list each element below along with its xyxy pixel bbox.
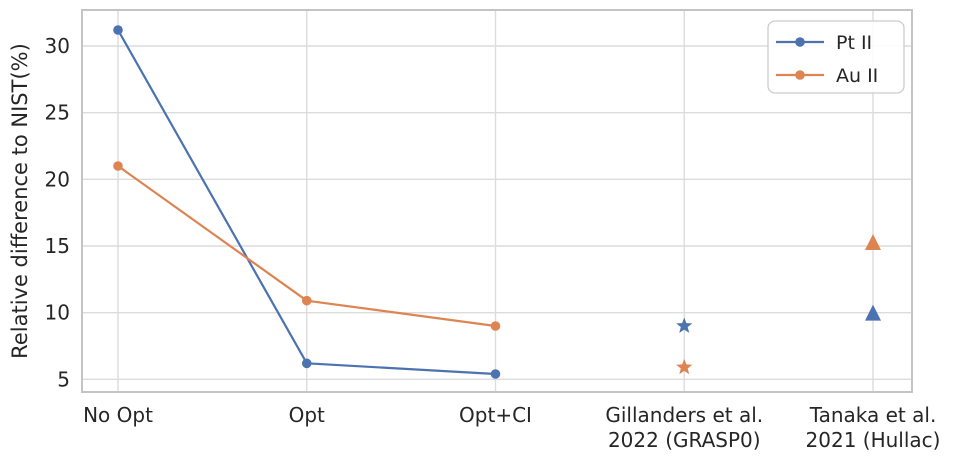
- legend-marker: [795, 70, 805, 80]
- series-au-ii: [113, 161, 881, 375]
- triangle-marker: [865, 304, 881, 321]
- circle-marker: [113, 25, 123, 35]
- x-tick-label: Tanaka et al. 2021 (Hullac): [806, 403, 941, 452]
- plot-area-border: [81, 9, 913, 393]
- circle-marker: [490, 321, 501, 331]
- circle-marker: [113, 161, 123, 171]
- x-tick-label: No Opt: [83, 403, 153, 427]
- x-tick-label: Opt: [289, 403, 325, 427]
- circle-marker: [301, 358, 312, 369]
- star-marker: [676, 358, 693, 375]
- x-tick-label: Gillanders et al. 2022 (GRASP0): [605, 403, 763, 452]
- y-tick-label: 25: [45, 101, 70, 125]
- x-tick-label: Opt+CI: [459, 403, 532, 427]
- triangle-marker: [865, 234, 881, 250]
- circle-marker: [490, 369, 501, 379]
- star-marker: [676, 317, 693, 333]
- y-tick-label: 15: [45, 234, 70, 258]
- legend-label: Pt II: [836, 32, 872, 54]
- y-tick-label: 30: [45, 34, 70, 58]
- y-tick-label: 10: [45, 301, 70, 325]
- legend-label: Au II: [836, 65, 878, 87]
- legend-entry: Pt II: [776, 32, 872, 54]
- legend-entry: Au II: [776, 65, 878, 87]
- legend: Pt II Au II: [767, 20, 905, 94]
- y-axis-label: Relative difference to NIST(%): [8, 43, 32, 359]
- legend-marker: [795, 37, 805, 47]
- series-pt-ii: [113, 25, 881, 379]
- y-tick-label: 20: [45, 167, 70, 191]
- y-tick-label: 5: [57, 367, 70, 391]
- circle-marker: [301, 295, 312, 306]
